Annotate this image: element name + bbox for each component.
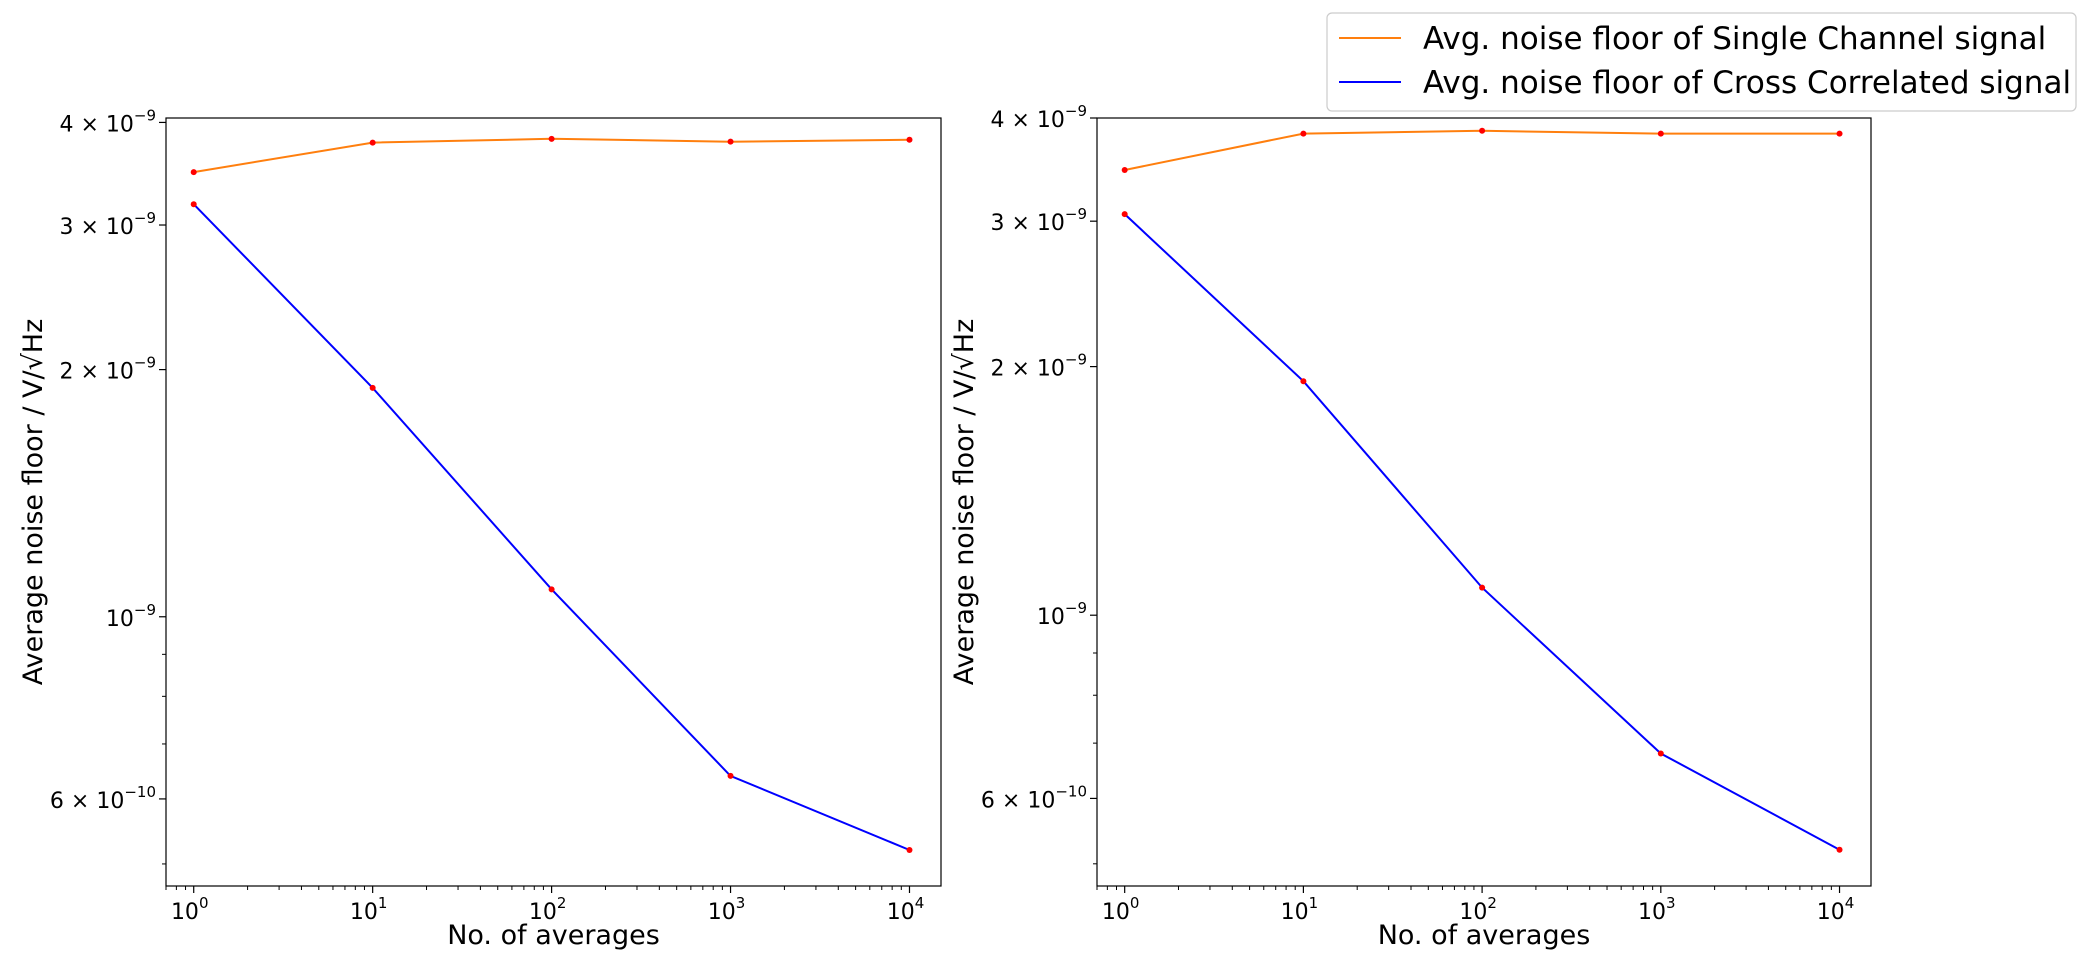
y-tick-label: 4 × 10−9 bbox=[59, 106, 156, 137]
y-tick-label-exponent: −9 bbox=[134, 106, 156, 124]
data-point bbox=[548, 135, 555, 142]
y-tick-label: 10−9 bbox=[1037, 599, 1087, 630]
y-tick-label-mantissa: 3 × 10 bbox=[59, 215, 133, 240]
y-tick-label-mantissa: 2 × 10 bbox=[990, 357, 1064, 382]
x-tick-label-exponent: 3 bbox=[736, 894, 746, 912]
x-tick-label-exponent: 3 bbox=[1666, 894, 1676, 912]
y-tick-label-exponent: −10 bbox=[1055, 782, 1087, 800]
x-tick-label: 101 bbox=[350, 894, 388, 925]
y-tick-label-mantissa: 6 × 10 bbox=[50, 789, 124, 814]
plot-frame bbox=[165, 117, 942, 887]
x-tick-label-base: 10 bbox=[350, 900, 378, 925]
y-tick-label-exponent: −10 bbox=[124, 783, 156, 801]
data-point bbox=[548, 586, 555, 593]
x-tick-label-base: 10 bbox=[887, 900, 915, 925]
series-line-2 bbox=[192, 203, 910, 851]
x-tick-label-base: 10 bbox=[1281, 900, 1309, 925]
x-tick-label-base: 10 bbox=[1102, 900, 1130, 925]
series-line-1 bbox=[1124, 129, 1840, 171]
y-tick-label: 10−9 bbox=[106, 601, 156, 632]
x-tick-label: 104 bbox=[1817, 894, 1855, 925]
data-point bbox=[906, 846, 913, 853]
y-tick-label: 3 × 10−9 bbox=[990, 205, 1087, 236]
y-tick-label-exponent: −9 bbox=[134, 601, 156, 619]
x-tick-label: 104 bbox=[887, 894, 925, 925]
x-tick-label-base: 10 bbox=[1459, 900, 1487, 925]
x-tick-label-exponent: 0 bbox=[199, 894, 209, 912]
plot-frame bbox=[1096, 117, 1872, 887]
data-point bbox=[727, 138, 734, 145]
y-tick-label-exponent: −9 bbox=[1065, 351, 1087, 369]
data-point bbox=[369, 139, 376, 146]
x-tick-label-base: 10 bbox=[171, 900, 199, 925]
x-tick-label-exponent: 0 bbox=[1130, 894, 1140, 912]
y-tick-label-mantissa: 4 × 10 bbox=[59, 112, 133, 137]
y-tick-label: 3 × 10−9 bbox=[59, 209, 156, 240]
legend-box bbox=[1326, 12, 2077, 112]
y-tick-label: 6 × 10−10 bbox=[981, 782, 1087, 813]
y-tick-label-mantissa: 10 bbox=[106, 607, 134, 632]
y-tick-label: 4 × 10−9 bbox=[990, 102, 1087, 133]
x-tick-label: 101 bbox=[1281, 894, 1319, 925]
data-point bbox=[1300, 130, 1307, 137]
y-tick-label-exponent: −9 bbox=[134, 209, 156, 227]
y-tick-label-mantissa: 2 × 10 bbox=[59, 360, 133, 385]
x-tick-label-base: 10 bbox=[708, 900, 736, 925]
y-tick-label-exponent: −9 bbox=[1065, 102, 1087, 120]
y-axis-label: Average noise floor / V/√Hz bbox=[18, 319, 49, 686]
series-line-2 bbox=[1124, 213, 1840, 851]
x-tick-label: 103 bbox=[708, 894, 746, 925]
data-point bbox=[1479, 127, 1486, 134]
y-tick-label: 2 × 10−9 bbox=[990, 351, 1087, 382]
data-point bbox=[1479, 584, 1486, 591]
y-tick-label-exponent: −9 bbox=[1065, 599, 1087, 617]
y-tick-label: 6 × 10−10 bbox=[50, 783, 156, 814]
x-tick-label-base: 10 bbox=[1638, 900, 1666, 925]
data-point bbox=[1657, 130, 1664, 137]
data-point bbox=[190, 169, 197, 176]
x-tick-label-exponent: 2 bbox=[557, 894, 567, 912]
data-point bbox=[727, 772, 734, 779]
x-tick-label-exponent: 1 bbox=[1309, 894, 1319, 912]
data-point bbox=[1836, 130, 1843, 137]
x-tick-label: 103 bbox=[1638, 894, 1676, 925]
legend-label-1: Avg. noise floor of Single Channel signa… bbox=[1423, 21, 2046, 57]
x-tick-label-exponent: 4 bbox=[915, 894, 925, 912]
x-tick-label: 102 bbox=[1459, 894, 1497, 925]
data-point bbox=[369, 384, 376, 391]
x-tick-label: 100 bbox=[1102, 894, 1140, 925]
data-point bbox=[1657, 750, 1664, 757]
series-line-1 bbox=[193, 137, 910, 174]
data-point bbox=[1836, 846, 1843, 853]
data-point bbox=[1121, 167, 1128, 174]
data-point bbox=[190, 201, 197, 208]
y-tick-label-mantissa: 10 bbox=[1037, 605, 1065, 630]
y-tick-label: 2 × 10−9 bbox=[59, 354, 156, 385]
x-tick-label-base: 10 bbox=[529, 900, 557, 925]
x-tick-label-exponent: 4 bbox=[1845, 894, 1855, 912]
y-tick-label-exponent: −9 bbox=[1065, 205, 1087, 223]
y-tick-label-mantissa: 4 × 10 bbox=[990, 108, 1064, 133]
y-tick-label-mantissa: 3 × 10 bbox=[990, 211, 1064, 236]
x-tick-label: 100 bbox=[171, 894, 209, 925]
x-axis-label: No. of averages bbox=[447, 920, 660, 951]
y-tick-label-exponent: −9 bbox=[134, 354, 156, 372]
y-axis-label: Average noise floor / V/√Hz bbox=[949, 319, 980, 686]
x-tick-label-base: 10 bbox=[1817, 900, 1845, 925]
legend-label-2: Avg. noise floor of Cross Correlated sig… bbox=[1423, 65, 2071, 101]
y-tick-label-mantissa: 6 × 10 bbox=[981, 788, 1055, 813]
x-axis-label: No. of averages bbox=[1378, 920, 1591, 951]
x-tick-label: 102 bbox=[529, 894, 567, 925]
data-point bbox=[1300, 378, 1307, 385]
data-point bbox=[1121, 211, 1128, 218]
data-point bbox=[906, 136, 913, 143]
legend: Avg. noise floor of Single Channel signa… bbox=[1326, 12, 2077, 112]
x-tick-label-exponent: 1 bbox=[378, 894, 388, 912]
x-tick-label-exponent: 2 bbox=[1487, 894, 1497, 912]
